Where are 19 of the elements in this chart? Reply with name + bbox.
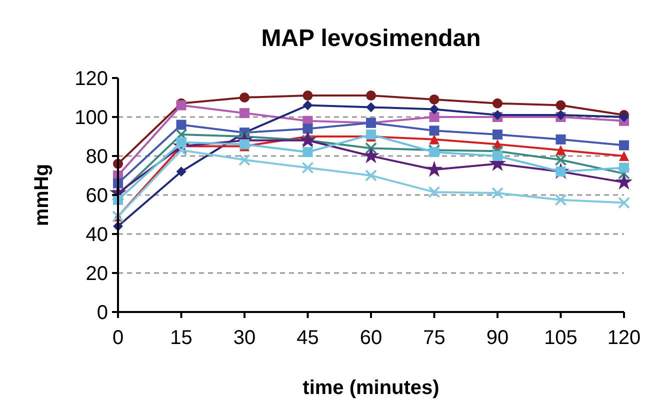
y-tick-label: 100: [74, 107, 108, 129]
chart-title: MAP levosimendan: [261, 25, 481, 52]
y-tick-label: 60: [86, 185, 108, 207]
x-tick-label: 75: [423, 327, 446, 349]
x-tick-label: 90: [486, 327, 509, 349]
y-tick-label: 120: [74, 68, 108, 90]
x-tick-label: 120: [607, 327, 641, 349]
x-tick-label: 15: [170, 327, 192, 349]
y-tick-label: 40: [86, 224, 108, 246]
y-tick-label: 0: [96, 302, 108, 324]
x-tick-label: 60: [360, 327, 382, 349]
y-axis-title: mmHg: [31, 164, 53, 226]
x-tick-label: 0: [112, 327, 124, 349]
y-tick-label: 80: [86, 146, 108, 168]
x-axis-title: time (minutes): [302, 377, 440, 399]
x-tick-label: 105: [544, 327, 578, 349]
y-tick-label: 20: [86, 263, 108, 285]
x-tick-label: 45: [296, 327, 319, 349]
x-tick-label: 30: [233, 327, 256, 349]
